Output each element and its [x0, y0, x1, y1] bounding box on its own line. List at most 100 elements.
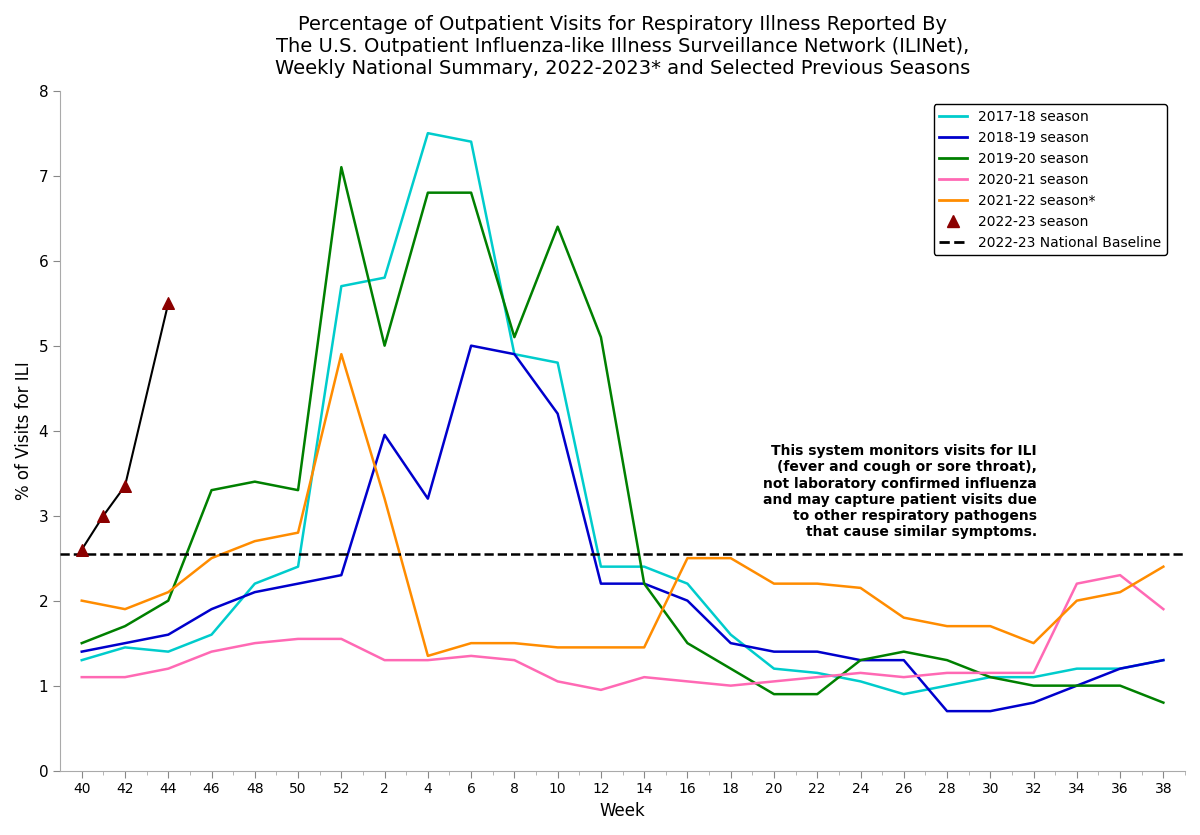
- Line: 2017-18 season: 2017-18 season: [82, 133, 1163, 694]
- 2017-18 season: [1026, 672, 1040, 682]
- 2018-19 season: [377, 430, 391, 440]
- 2017-18 season: [74, 655, 89, 665]
- 2017-18 season: [680, 579, 695, 589]
- 2021-22 season*: [377, 493, 391, 504]
- 2018-19 season: [551, 408, 565, 418]
- 2020-21 season: [377, 655, 391, 665]
- 2020-21 season: [853, 668, 868, 678]
- 2017-18 season: [767, 664, 781, 674]
- 2018-19 season: [161, 630, 175, 640]
- 2019-20 season: [680, 638, 695, 648]
- 2019-20 season: [594, 332, 608, 342]
- 2019-20 season: [1026, 681, 1040, 691]
- 2019-20 season: [118, 621, 132, 631]
- 2017-18 season: [940, 681, 954, 691]
- 2020-21 season: [594, 685, 608, 695]
- 2020-21 season: [1156, 605, 1170, 615]
- 2019-20 season: [204, 485, 218, 495]
- Line: 2019-20 season: 2019-20 season: [82, 167, 1163, 702]
- 2020-21 season: [74, 672, 89, 682]
- 2019-20 season: [247, 477, 262, 487]
- Line: 2020-21 season: 2020-21 season: [82, 575, 1163, 690]
- Y-axis label: % of Visits for ILI: % of Visits for ILI: [14, 362, 32, 500]
- 2017-18 season: [247, 579, 262, 589]
- 2021-22 season*: [421, 651, 436, 661]
- 2019-20 season: [1156, 697, 1170, 707]
- 2017-18 season: [118, 642, 132, 652]
- Point: [158, 296, 178, 310]
- 2019-20 season: [810, 689, 824, 699]
- 2019-20 season: [896, 646, 911, 656]
- 2021-22 season*: [118, 605, 132, 615]
- 2021-22 season*: [161, 587, 175, 597]
- 2018-19 season: [464, 341, 479, 351]
- 2021-22 season*: [204, 553, 218, 563]
- 2020-21 season: [724, 681, 738, 691]
- 2017-18 season: [1112, 664, 1127, 674]
- 2018-19 season: [637, 579, 652, 589]
- 2017-18 season: [896, 689, 911, 699]
- 2020-21 season: [161, 664, 175, 674]
- 2021-22 season*: [290, 528, 305, 538]
- 2017-18 season: [983, 672, 997, 682]
- 2020-21 season: [421, 655, 436, 665]
- 2019-20 season: [1112, 681, 1127, 691]
- 2018-19 season: [508, 349, 522, 359]
- 2018-19 season: [1026, 697, 1040, 707]
- 2018-19 season: [421, 493, 436, 504]
- 2019-20 season: [983, 672, 997, 682]
- 2021-22 season*: [1069, 595, 1084, 605]
- 2018-19 season: [940, 706, 954, 716]
- 2021-22 season*: [594, 642, 608, 652]
- 2017-18 season: [1156, 655, 1170, 665]
- 2020-21 season: [940, 668, 954, 678]
- 2020-21 season: [118, 672, 132, 682]
- 2018-19 season: [594, 579, 608, 589]
- 2017-18 season: [161, 646, 175, 656]
- 2017-18 season: [508, 349, 522, 359]
- 2017-18 season: [551, 357, 565, 367]
- 2020-21 season: [290, 634, 305, 644]
- 2020-21 season: [767, 676, 781, 686]
- 2020-21 season: [1026, 668, 1040, 678]
- Point: [115, 479, 134, 493]
- 2021-22 season*: [508, 638, 522, 648]
- 2018-19 season: [1069, 681, 1084, 691]
- X-axis label: Week: Week: [600, 802, 646, 820]
- Line: 2021-22 season*: 2021-22 season*: [82, 354, 1163, 656]
- 2018-19 season: [247, 587, 262, 597]
- 2021-22 season*: [896, 613, 911, 623]
- 2017-18 season: [464, 137, 479, 147]
- 2020-21 season: [247, 638, 262, 648]
- 2021-22 season*: [680, 553, 695, 563]
- Point: [94, 509, 113, 523]
- 2019-20 season: [377, 341, 391, 351]
- 2021-22 season*: [1026, 638, 1040, 648]
- 2021-22 season*: [1156, 562, 1170, 572]
- 2017-18 season: [724, 630, 738, 640]
- 2019-20 season: [334, 162, 348, 172]
- 2018-19 season: [896, 655, 911, 665]
- 2019-20 season: [637, 579, 652, 589]
- 2018-19 season: [983, 706, 997, 716]
- 2017-18 season: [377, 273, 391, 283]
- 2019-20 season: [161, 595, 175, 605]
- 2018-19 season: [810, 646, 824, 656]
- 2021-22 season*: [551, 642, 565, 652]
- 2019-20 season: [464, 188, 479, 198]
- 2021-22 season*: [1112, 587, 1127, 597]
- Legend: 2017-18 season, 2018-19 season, 2019-20 season, 2020-21 season, 2021-22 season*,: 2017-18 season, 2018-19 season, 2019-20 …: [934, 104, 1166, 256]
- 2019-20 season: [421, 188, 436, 198]
- 2018-19 season: [767, 646, 781, 656]
- Text: This system monitors visits for ILI
(fever and cough or sore throat),
not labora: This system monitors visits for ILI (fev…: [763, 444, 1037, 539]
- 2021-22 season*: [724, 553, 738, 563]
- 2019-20 season: [940, 655, 954, 665]
- 2021-22 season*: [983, 621, 997, 631]
- 2020-21 season: [334, 634, 348, 644]
- 2017-18 season: [594, 562, 608, 572]
- 2017-18 season: [290, 562, 305, 572]
- 2019-20 season: [551, 221, 565, 231]
- 2017-18 season: [853, 676, 868, 686]
- 2021-22 season*: [334, 349, 348, 359]
- 2021-22 season*: [767, 579, 781, 589]
